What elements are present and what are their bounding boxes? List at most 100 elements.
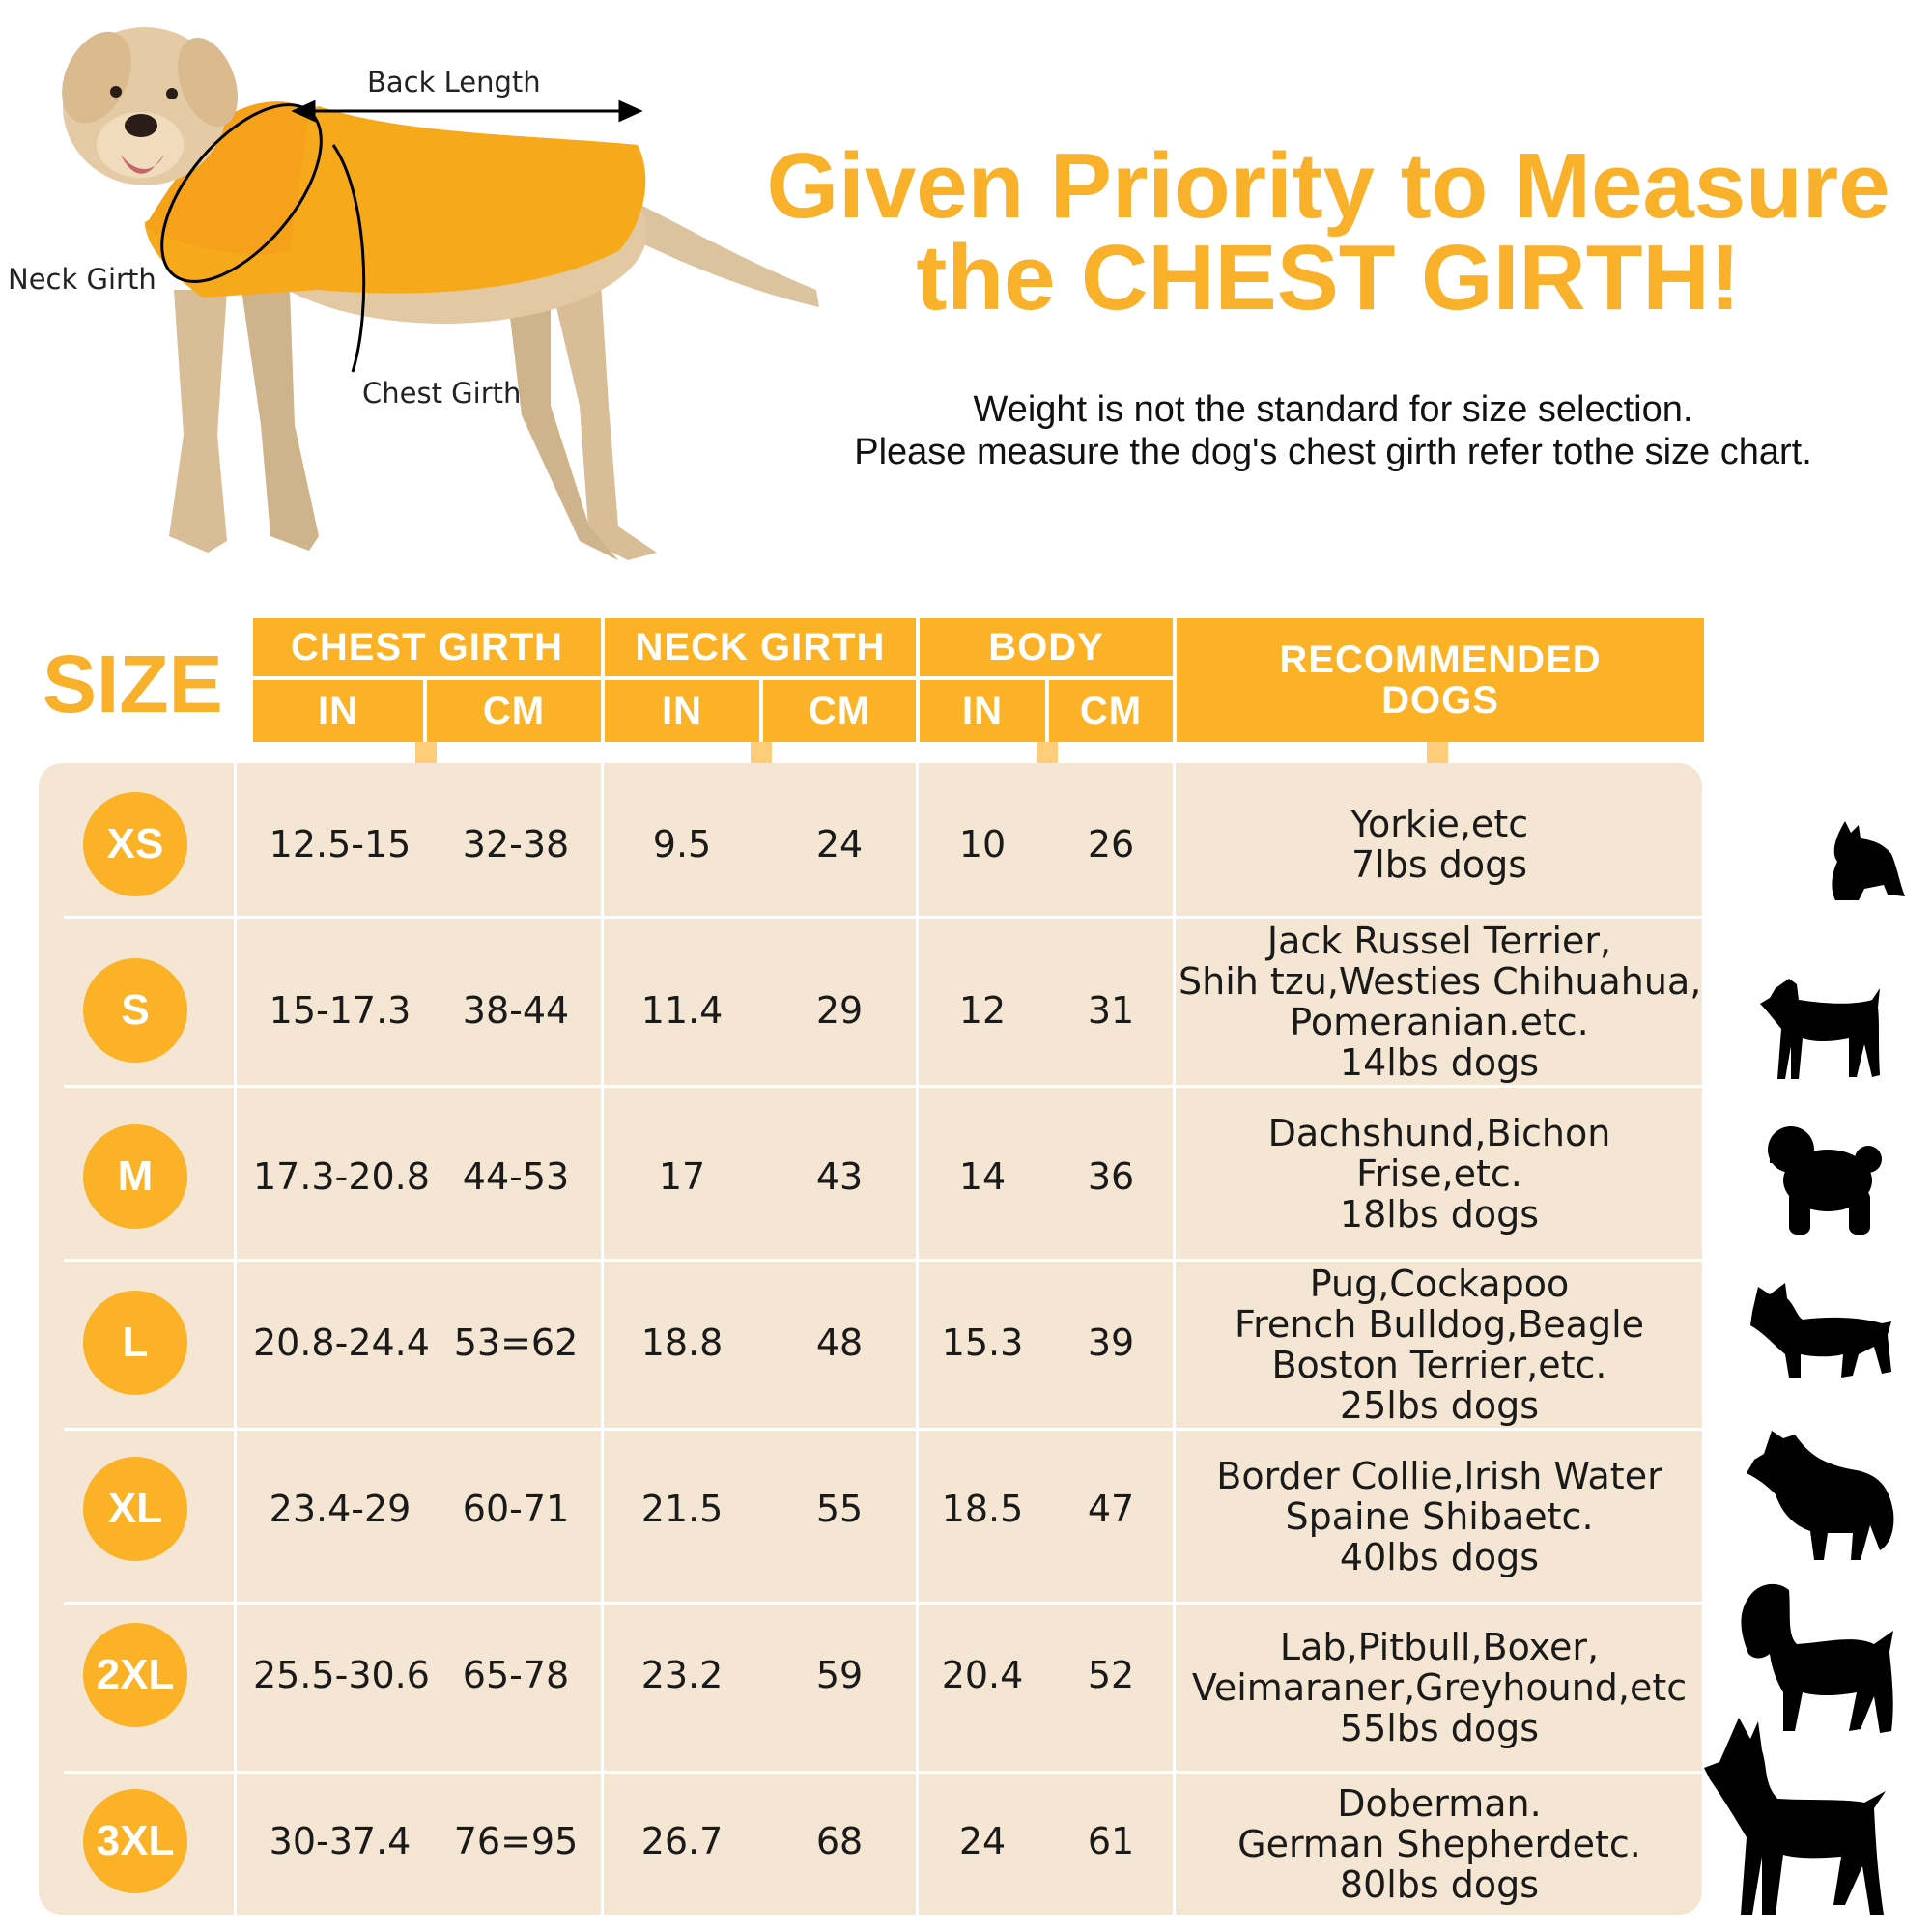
body-in-cell: 12	[958, 989, 1007, 1032]
chest-in-cell: 17.3-20.8	[253, 1155, 430, 1198]
recommended-line: Border Collie,lrish Water	[1216, 1454, 1662, 1497]
body-in-unit-header: IN	[920, 680, 1045, 742]
neck-girth-line	[160, 103, 323, 283]
neck-cm-cell: 24	[815, 823, 864, 866]
neck-in-unit-header: IN	[605, 680, 759, 742]
row-divider	[64, 1771, 1702, 1774]
column-divider	[601, 763, 604, 1915]
row-divider	[64, 1259, 1702, 1262]
body-cm-cell: 26	[1087, 823, 1135, 866]
doberman-silhouette-icon	[1704, 1718, 1886, 1915]
recommended-dogs-header: RECOMMENDED DOGS	[1177, 618, 1704, 742]
recommended-line: 40lbs dogs	[1339, 1535, 1540, 1578]
recommended-dogs-cell: Yorkie,etc 7lbs dogs	[1179, 773, 1700, 916]
body-cm-cell: 61	[1087, 1820, 1135, 1862]
recommended-line: Dachshund,Bichon	[1267, 1111, 1611, 1154]
dog-snout	[97, 112, 184, 178]
headline-line-2: the CHEST GIRTH!	[916, 226, 1741, 329]
collie-silhouette-icon	[1747, 1431, 1894, 1560]
row-divider	[64, 1085, 1702, 1088]
recommended-line: Pug,Cockapoo	[1309, 1263, 1570, 1305]
recommended-line: Boston Terrier,etc.	[1271, 1344, 1607, 1386]
neck-cm-cell: 43	[815, 1155, 864, 1198]
dog-ear	[62, 31, 131, 124]
neck-cm-cell: 59	[815, 1654, 864, 1696]
body-cm-cell: 31	[1087, 989, 1135, 1032]
headline-line-1: Given Priority to Measure	[766, 134, 1890, 238]
chest-in-cell: 30-37.4	[269, 1820, 412, 1862]
neck-cm-unit-header: CM	[763, 680, 916, 742]
neck-girth-header: NECK GIRTH	[605, 618, 916, 676]
recommended-line: Spaine Shibaetc.	[1285, 1494, 1594, 1538]
recommended-line: Lab,Pitbull,Boxer,	[1279, 1626, 1600, 1668]
neck-in-cell: 9.5	[652, 823, 712, 866]
chest-in-cell: 25.5-30.6	[253, 1654, 430, 1696]
recommended-header-line-2: DOGS	[1381, 679, 1499, 722]
body-in-cell: 18.5	[941, 1488, 1024, 1530]
body-in-cell: 20.4	[941, 1654, 1024, 1696]
body-in-cell: 24	[958, 1820, 1007, 1862]
dog-hind-leg	[502, 251, 618, 560]
recommended-line: 25lbs dogs	[1339, 1384, 1540, 1427]
dog-tail	[618, 193, 819, 307]
chest-cm-cell: 76=95	[453, 1820, 579, 1862]
dog-front-leg	[242, 290, 319, 551]
recommended-dogs-cell: Dachshund,Bichon Frise,etc. 18lbs dogs	[1179, 1088, 1700, 1259]
recommended-line: 7lbs dogs	[1350, 843, 1528, 886]
chest-cm-cell: 60-71	[462, 1488, 570, 1530]
back-length-arrow	[291, 99, 643, 123]
body-cm-unit-header: CM	[1049, 680, 1173, 742]
neck-cm-cell: 29	[815, 989, 864, 1032]
chest-in-cell: 23.4-29	[269, 1488, 412, 1530]
dog-front-leg	[169, 290, 227, 553]
neck-in-cell: 11.4	[640, 989, 724, 1032]
chest-in-cell: 12.5-15	[269, 823, 412, 866]
body-cm-cell: 39	[1087, 1321, 1135, 1364]
chest-cm-cell: 38-44	[462, 989, 570, 1032]
recommended-line: German Shepherdetc.	[1237, 1823, 1641, 1865]
spaniel-silhouette-icon	[1741, 1583, 1893, 1733]
dog-nose	[125, 114, 157, 137]
dog-measurement-illustration	[62, 27, 819, 560]
recommended-dogs-cell: Lab,Pitbull,Boxer, Veimaraner,Greyhound,…	[1179, 1605, 1700, 1771]
size-badge-l: L	[83, 1291, 187, 1395]
neck-in-cell: 17	[658, 1155, 706, 1198]
body-cm-cell: 36	[1087, 1155, 1135, 1198]
size-badge-xl: XL	[83, 1457, 187, 1561]
body-in-cell: 15.3	[941, 1321, 1024, 1364]
recommended-line: Veimaraner,Greyhound,etc	[1191, 1666, 1688, 1709]
recommended-line: 55lbs dogs	[1339, 1707, 1540, 1749]
recommended-line: Pomeranian.etc.	[1290, 1001, 1589, 1043]
size-column-heading: SIZE	[43, 639, 223, 729]
recommended-line: 18lbs dogs	[1339, 1192, 1540, 1236]
chest-girth-line	[331, 144, 366, 373]
size-badge-s: S	[83, 958, 187, 1063]
row-divider	[64, 916, 1702, 919]
note-line-2: Please measure the dog's chest girth ref…	[854, 432, 1812, 472]
yorkie-silhouette-icon	[1832, 821, 1905, 900]
neck-in-cell: 18.8	[640, 1321, 724, 1364]
row-divider	[64, 1602, 1702, 1605]
dog-coat-collar	[145, 101, 309, 255]
dog-mouth	[121, 155, 164, 174]
neck-girth-label: Neck Girth	[8, 263, 156, 296]
dog-eye	[110, 86, 122, 98]
chest-cm-cell: 32-38	[462, 823, 570, 866]
back-length-label: Back Length	[367, 66, 541, 99]
chest-in-cell: 15-17.3	[269, 989, 412, 1032]
chest-cm-cell: 53=62	[453, 1321, 579, 1364]
size-table	[39, 763, 1702, 1915]
body-cm-cell: 47	[1087, 1488, 1135, 1530]
recommended-line: Jack Russel Terrier,	[1266, 920, 1612, 962]
body-header: BODY	[920, 618, 1173, 676]
neck-in-cell: 23.2	[640, 1654, 724, 1696]
column-divider	[234, 763, 237, 1915]
recommended-line: Yorkie,etc	[1350, 803, 1529, 845]
recommended-line: Shih tzu,Westies Chihuahua,	[1179, 960, 1702, 1003]
neck-in-cell: 21.5	[640, 1488, 724, 1530]
size-badge-m: M	[83, 1124, 187, 1229]
recommended-dogs-cell: Border Collie,lrish Water Spaine Shibaet…	[1179, 1431, 1700, 1602]
chest-cm-unit-header: CM	[427, 680, 601, 742]
chest-girth-header: CHEST GIRTH	[253, 618, 601, 676]
chest-in-cell: 20.8-24.4	[253, 1321, 430, 1364]
